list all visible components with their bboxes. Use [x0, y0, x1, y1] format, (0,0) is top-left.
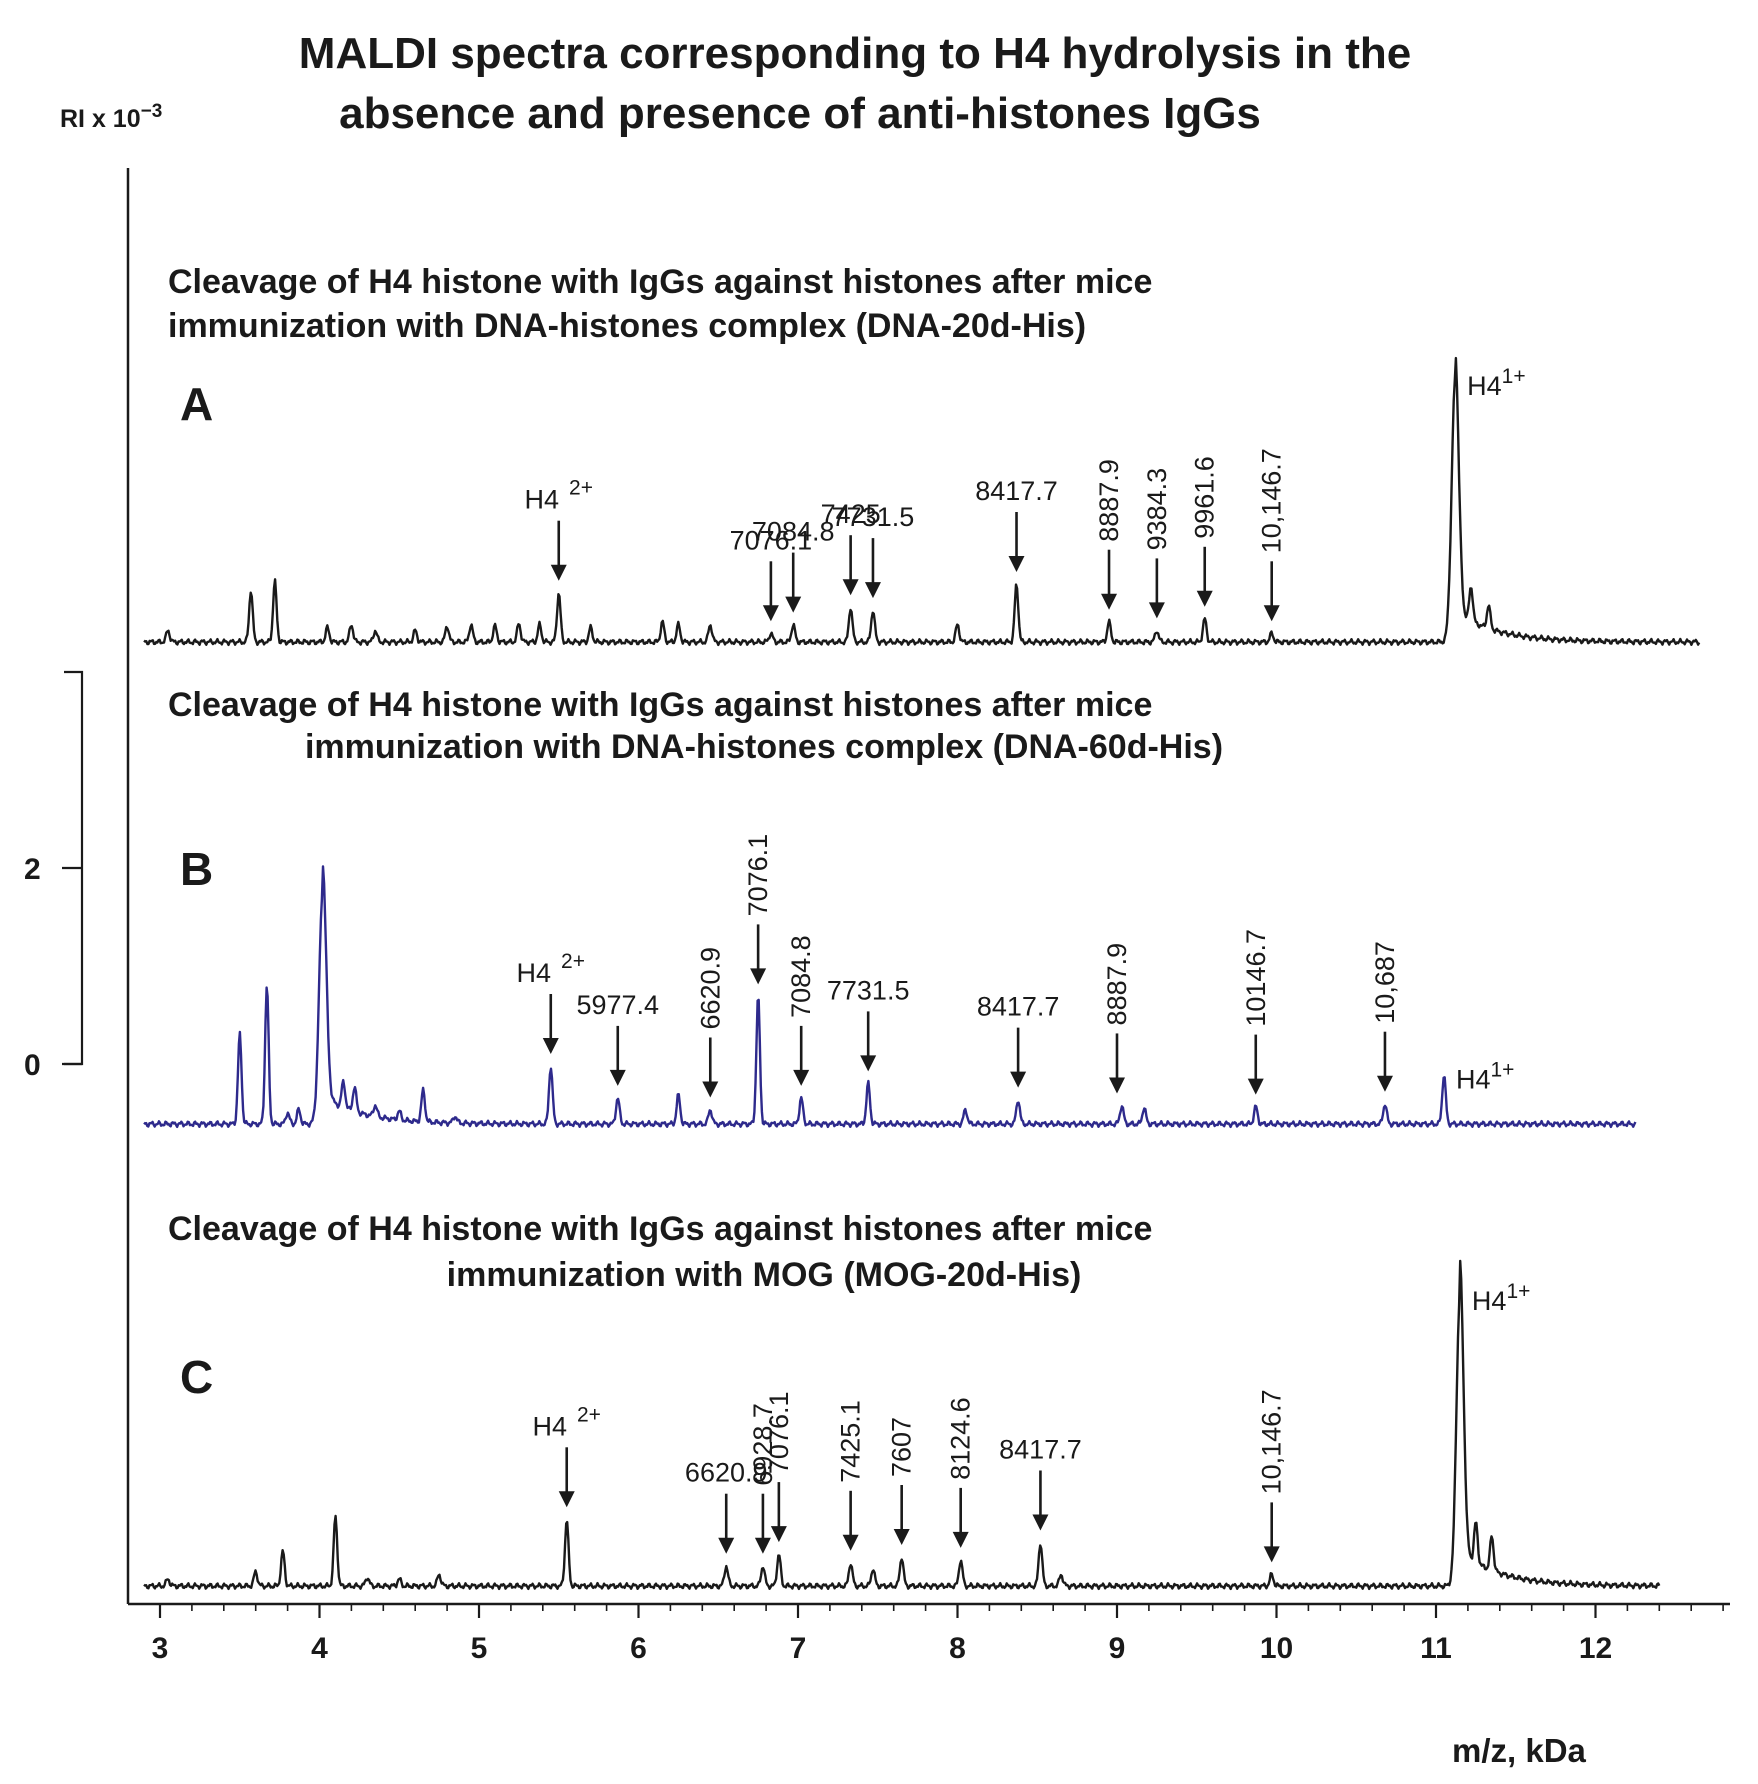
- peak-mass-label: 8417.7: [977, 992, 1060, 1022]
- peak-mass-label: 7607: [887, 1417, 917, 1477]
- peak-arrowhead: [1109, 1077, 1125, 1094]
- peak-arrowhead: [702, 1081, 719, 1098]
- panel-a: Cleavage of H4 histone with IgGs against…: [143, 263, 1701, 647]
- panel-letter: A: [180, 378, 213, 430]
- peak-mass-label: 7076.1: [743, 834, 773, 917]
- peak-arrowhead: [754, 1537, 771, 1554]
- peak-arrowhead: [1008, 556, 1025, 572]
- peak-mass-label: 10146.7: [1241, 929, 1271, 1027]
- x-tick-label: 11: [1420, 1632, 1452, 1665]
- x-tick-label: 8: [949, 1632, 966, 1665]
- peak-label-h4-2plus: H4 2+: [532, 1403, 600, 1441]
- chart-title-line1: MALDI spectra corresponding to H4 hydrol…: [299, 29, 1411, 78]
- spectrum-trace: [143, 356, 1701, 647]
- panel-caption-line2: immunization with DNA-histones complex (…: [168, 307, 1086, 345]
- peak-arrowhead: [793, 1069, 810, 1086]
- peak-arrowhead: [609, 1069, 626, 1086]
- peak-mass-label: 6620.9: [695, 947, 725, 1030]
- peak-arrowhead: [550, 564, 567, 581]
- panel-caption-line1: Cleavage of H4 histone with IgGs against…: [168, 1210, 1152, 1248]
- peak-arrowhead: [1196, 590, 1213, 607]
- peak-mass-label: 8887.9: [1102, 943, 1132, 1026]
- y-tick-label: 0: [24, 1049, 41, 1082]
- peak-arrowhead: [1010, 1071, 1027, 1088]
- peak-label-h4-1plus: H41+: [1456, 1059, 1514, 1095]
- peak-arrowhead: [542, 1038, 559, 1054]
- peak-mass-label: 8417.7: [999, 1435, 1082, 1465]
- peak-arrowhead: [1101, 593, 1118, 610]
- peak-arrowhead: [1032, 1514, 1049, 1531]
- y-tick-label: 2: [24, 853, 41, 886]
- peak-label-h4-2plus: H4 2+: [517, 950, 585, 988]
- peak-arrowhead: [785, 596, 802, 613]
- peak-mass-label: 7076.1: [764, 1392, 794, 1475]
- peak-mass-label: 5977.4: [576, 990, 659, 1020]
- peak-arrowhead: [762, 605, 779, 622]
- peak-mass-label: 7425: [821, 499, 881, 529]
- chart-title-line2: absence and presence of anti-histones Ig…: [339, 89, 1261, 138]
- peak-arrowhead: [718, 1537, 735, 1554]
- peak-mass-label: 9384.3: [1142, 468, 1172, 551]
- peak-mass-label: 10,687: [1370, 941, 1400, 1024]
- spectra-panels: Cleavage of H4 histone with IgGs against…: [143, 263, 1701, 1591]
- peak-arrowhead: [770, 1526, 787, 1543]
- peak-label-h4-1plus: H41+: [1467, 365, 1525, 401]
- peak-mass-label: 9961.6: [1190, 456, 1220, 539]
- peak-arrowhead: [1376, 1075, 1393, 1092]
- peak-label-h4-1plus: H41+: [1472, 1280, 1530, 1316]
- peak-arrowhead: [1263, 1546, 1280, 1563]
- x-tick-label: 3: [152, 1632, 169, 1665]
- peak-mass-label: 10,146.7: [1257, 448, 1287, 553]
- peak-arrowhead: [864, 582, 881, 599]
- peak-arrowhead: [1263, 605, 1280, 622]
- x-tick-label: 10: [1260, 1632, 1293, 1665]
- x-ticks: 3 4 5 6 7 8 9 10 11 12: [152, 1604, 1724, 1665]
- peak-label-h4-2plus: H4 2+: [525, 477, 593, 515]
- peak-mass-label: 7425.1: [836, 1400, 866, 1483]
- panel-b: Cleavage of H4 histone with IgGs against…: [143, 686, 1637, 1129]
- x-axis-label: m/z, kDa: [1452, 1732, 1587, 1769]
- peak-arrowhead: [893, 1529, 910, 1545]
- spectrum-trace: [143, 865, 1637, 1129]
- peak-mass-label: 8417.7: [975, 476, 1058, 506]
- panel-letter: B: [180, 843, 213, 895]
- panel-caption-line1: Cleavage of H4 histone with IgGs against…: [168, 686, 1152, 724]
- peak-arrowhead: [842, 579, 859, 596]
- x-tick-label: 4: [311, 1632, 328, 1665]
- peak-mass-label: 6620.9: [685, 1458, 768, 1488]
- peak-arrowhead: [860, 1055, 877, 1072]
- peak-mass-label: 7731.5: [832, 502, 915, 532]
- peak-mass-label: 7084.8: [752, 517, 835, 547]
- x-tick-label: 7: [790, 1632, 807, 1665]
- peak-mass-label: 10,146.7: [1257, 1389, 1287, 1494]
- peak-arrowhead: [842, 1534, 859, 1551]
- peak-mass-label: 7076.1: [730, 525, 813, 555]
- peak-arrowhead: [1148, 602, 1165, 619]
- panel-c: Cleavage of H4 histone with IgGs against…: [143, 1210, 1661, 1591]
- spectrum-trace: [143, 1259, 1661, 1591]
- peak-arrowhead: [1247, 1078, 1264, 1095]
- x-tick-label: 12: [1579, 1632, 1612, 1665]
- peak-mass-label: 8124.6: [946, 1397, 976, 1480]
- x-tick-label: 6: [630, 1632, 647, 1665]
- peak-mass-label: 8887.9: [1094, 459, 1124, 542]
- x-tick-label: 9: [1109, 1632, 1126, 1665]
- panel-caption-line2: immunization with DNA-histones complex (…: [305, 728, 1223, 766]
- peak-arrowhead: [558, 1491, 575, 1508]
- x-tick-label: 5: [471, 1632, 488, 1665]
- panel-caption-line2: immunization with MOG (MOG-20d-His): [447, 1256, 1082, 1294]
- peak-arrowhead: [750, 968, 767, 985]
- y-axis-label: RI x 10−3: [60, 101, 162, 133]
- peak-mass-label: 7084.8: [786, 935, 816, 1018]
- y-ticks: 02: [24, 853, 82, 1082]
- peak-arrowhead: [952, 1531, 969, 1548]
- peak-mass-label: 7731.5: [827, 975, 910, 1005]
- panel-caption-line1: Cleavage of H4 histone with IgGs against…: [168, 263, 1152, 301]
- panel-letter: C: [180, 1351, 213, 1403]
- peak-mass-label: 6928.7: [748, 1403, 778, 1486]
